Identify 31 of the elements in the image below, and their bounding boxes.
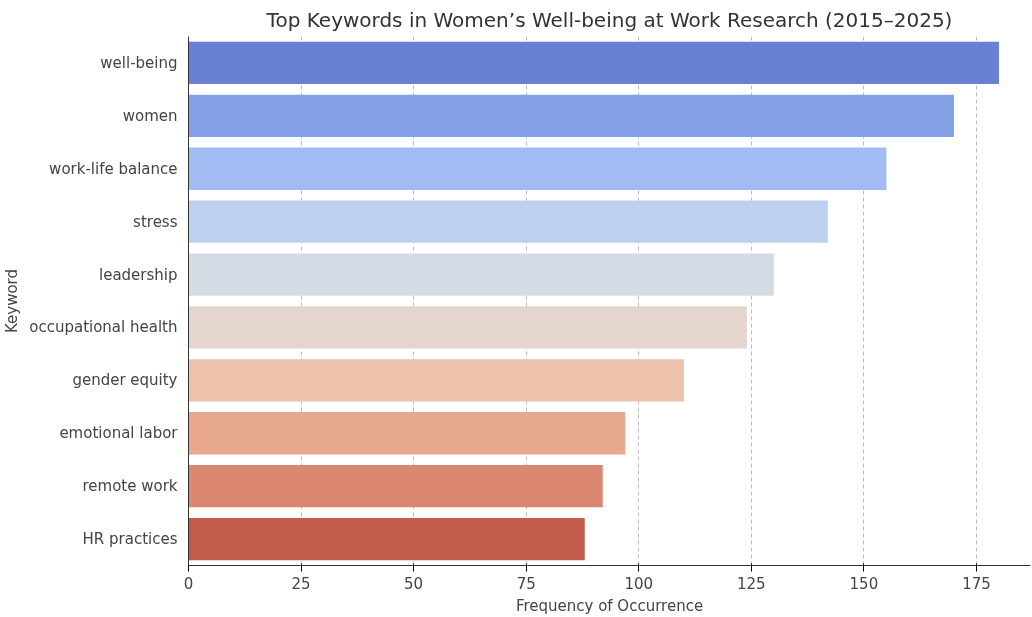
- y-tick-label: work-life balance: [49, 159, 178, 178]
- y-tick-label: stress: [133, 212, 178, 231]
- y-tick-label: gender equity: [72, 371, 178, 390]
- x-tick-label: 175: [962, 574, 991, 593]
- x-tick-label: 150: [849, 574, 879, 593]
- bar: [188, 412, 626, 455]
- y-tick-label: leadership: [98, 265, 178, 284]
- x-tick-label: 25: [291, 574, 311, 593]
- bar: [188, 94, 954, 138]
- y-tick-label: women: [122, 106, 178, 125]
- x-axis-title: Frequency of Occurrence: [515, 596, 704, 615]
- x-tick-label: 100: [624, 574, 654, 593]
- y-tick-label: remote work: [82, 477, 178, 496]
- bar: [188, 147, 887, 190]
- y-tick-label: well-being: [100, 53, 178, 72]
- y-tick-label: HR practices: [82, 530, 178, 549]
- y-axis-title: Keyword: [3, 268, 22, 334]
- bar: [188, 306, 747, 349]
- x-tick-label: 0: [183, 574, 194, 593]
- bar: [188, 253, 774, 296]
- x-tick-label: 50: [404, 574, 424, 593]
- bar: [188, 359, 684, 402]
- y-tick-label: emotional labor: [59, 424, 179, 443]
- bar: [188, 517, 585, 561]
- bar: [188, 41, 999, 85]
- bar: [188, 200, 828, 243]
- bar: [188, 464, 603, 508]
- y-tick-label: occupational health: [29, 318, 178, 337]
- x-tick-label: 75: [516, 574, 536, 593]
- chart-title: Top Keywords in Women’s Well-being at Work Research (2015–2025): [265, 7, 953, 32]
- x-tick-label: 125: [737, 574, 766, 593]
